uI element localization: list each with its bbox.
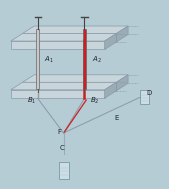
Bar xyxy=(22,82,116,91)
Text: $A_1$: $A_1$ xyxy=(44,55,54,65)
Bar xyxy=(58,162,69,179)
Bar xyxy=(11,41,105,50)
Polygon shape xyxy=(22,75,128,82)
Text: E: E xyxy=(115,115,119,121)
Text: $B_2$: $B_2$ xyxy=(90,96,100,106)
Bar xyxy=(140,90,149,104)
Bar xyxy=(36,29,39,89)
Text: F: F xyxy=(57,129,61,135)
Bar xyxy=(83,29,86,89)
Bar xyxy=(11,90,105,98)
Polygon shape xyxy=(116,26,128,42)
Text: D: D xyxy=(147,90,152,96)
Bar xyxy=(22,33,116,42)
Polygon shape xyxy=(11,82,116,90)
Polygon shape xyxy=(11,33,116,41)
Polygon shape xyxy=(105,33,116,50)
Polygon shape xyxy=(116,75,128,91)
Text: C: C xyxy=(59,145,64,151)
Text: $A_2$: $A_2$ xyxy=(92,55,102,65)
Polygon shape xyxy=(22,26,128,33)
Polygon shape xyxy=(105,82,116,98)
Text: $B_1$: $B_1$ xyxy=(27,96,36,106)
